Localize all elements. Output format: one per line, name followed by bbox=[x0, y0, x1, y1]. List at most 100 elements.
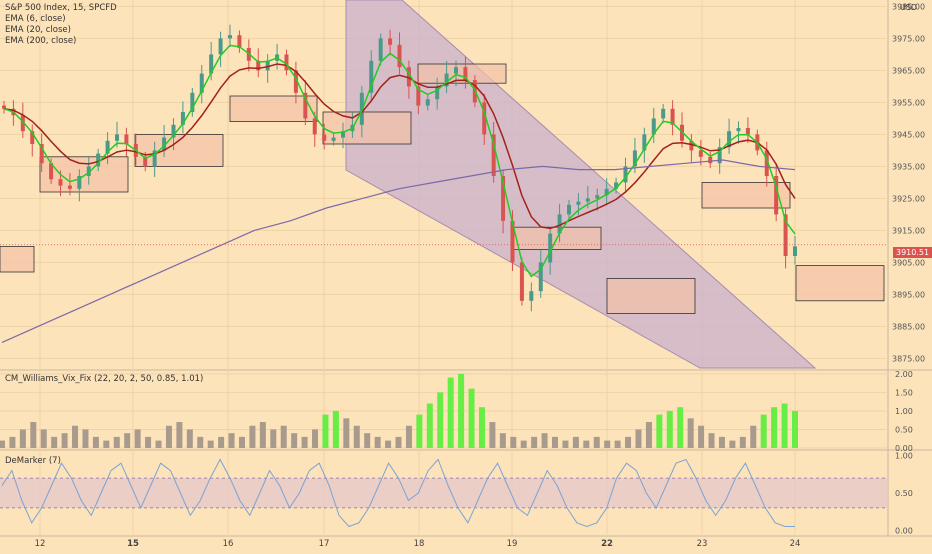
candle-body bbox=[491, 134, 496, 176]
candle-body bbox=[228, 35, 232, 39]
candle-body bbox=[538, 262, 543, 292]
candle-body bbox=[623, 166, 628, 183]
vix-y-tick-label: 2.00 bbox=[895, 370, 913, 379]
candle-body bbox=[30, 131, 35, 144]
candle-body bbox=[115, 134, 119, 141]
demarker-band bbox=[0, 478, 888, 508]
vix-bar bbox=[468, 388, 475, 448]
vix-bar bbox=[635, 429, 642, 448]
vix-bar bbox=[520, 440, 527, 448]
y-tick-label: 3965.00 bbox=[892, 66, 925, 75]
vix-bar bbox=[145, 436, 152, 448]
vix-bar bbox=[677, 407, 684, 448]
supply-demand-zone bbox=[417, 63, 507, 84]
vix-bar bbox=[771, 407, 778, 448]
vix-bar bbox=[270, 429, 277, 448]
demarker-pane-label: DeMarker (7) bbox=[5, 456, 61, 466]
candle-body bbox=[406, 67, 411, 87]
vix-pane-label: CM_Williams_Vix_Fix (22, 20, 2, 50, 0.85… bbox=[5, 374, 204, 384]
vix-bar bbox=[656, 414, 663, 448]
candle-body bbox=[670, 108, 675, 125]
x-tick-label: 15 bbox=[127, 539, 139, 549]
vix-bar bbox=[92, 436, 99, 448]
supply-demand-zone bbox=[39, 156, 129, 193]
vix-bar bbox=[489, 422, 496, 448]
ema20-label: EMA (20, close) bbox=[5, 25, 71, 35]
vix-bar bbox=[792, 410, 798, 448]
vix-bar bbox=[562, 440, 569, 448]
vix-bar bbox=[30, 422, 37, 448]
vix-bar bbox=[708, 433, 715, 448]
candle-body bbox=[256, 60, 261, 71]
candle-body bbox=[77, 176, 82, 189]
vix-bar bbox=[343, 418, 350, 448]
candle-body bbox=[293, 70, 298, 93]
vix-y-tick-label: 0.50 bbox=[895, 425, 913, 434]
candle-body bbox=[237, 35, 242, 48]
candle-body bbox=[143, 156, 148, 167]
demarker-y-tick-label: 1.00 bbox=[895, 452, 913, 461]
vix-bar bbox=[729, 440, 736, 448]
candle-body bbox=[124, 134, 129, 144]
vix-bar bbox=[583, 440, 590, 448]
vix-bar bbox=[405, 425, 412, 448]
vix-bar bbox=[510, 436, 517, 448]
vix-bar bbox=[353, 425, 360, 448]
vix-bar bbox=[124, 433, 131, 448]
currency-label: USD bbox=[900, 3, 918, 12]
candle-body bbox=[2, 105, 6, 109]
vix-bar bbox=[197, 436, 204, 448]
x-tick-label: 12 bbox=[35, 539, 46, 549]
vix-bar bbox=[155, 440, 162, 448]
candle-body bbox=[322, 134, 327, 141]
vix-bar bbox=[312, 429, 319, 448]
vix-bar bbox=[134, 429, 141, 448]
vix-y-tick-label: 0.00 bbox=[895, 444, 913, 453]
ema20-line bbox=[3, 63, 796, 230]
candle-body bbox=[209, 54, 214, 74]
vix-bar bbox=[72, 425, 79, 448]
vix-bar bbox=[176, 422, 183, 448]
candle-body bbox=[567, 204, 571, 215]
vix-bar bbox=[259, 422, 266, 448]
candle-body bbox=[557, 214, 562, 234]
candle-body bbox=[265, 60, 270, 71]
candle-body bbox=[548, 233, 553, 263]
vix-bar bbox=[103, 440, 110, 448]
vix-bar bbox=[385, 440, 392, 448]
vix-bar bbox=[552, 436, 559, 448]
candle-body bbox=[642, 134, 647, 151]
y-tick-label: 3955.00 bbox=[892, 98, 925, 107]
candle-body bbox=[519, 262, 524, 301]
ema6-line bbox=[3, 44, 796, 278]
x-tick-label: 23 bbox=[697, 539, 708, 549]
ema6-label: EMA (6, close) bbox=[5, 14, 66, 24]
vix-bar bbox=[82, 429, 89, 448]
vix-bar bbox=[781, 403, 788, 448]
candle-body bbox=[717, 147, 722, 164]
candle-body bbox=[49, 163, 54, 180]
vix-bar bbox=[228, 433, 235, 448]
vix-bar bbox=[604, 440, 611, 448]
candle-body bbox=[369, 60, 374, 93]
vix-bar bbox=[301, 436, 308, 448]
candle-body bbox=[341, 131, 345, 138]
candle-body bbox=[708, 156, 713, 164]
demarker-y-tick-label: 0.00 bbox=[895, 526, 913, 535]
candle-body bbox=[689, 140, 694, 151]
supply-demand-zone bbox=[0, 245, 35, 273]
y-tick-label: 3895.00 bbox=[892, 290, 925, 299]
vix-bar bbox=[186, 429, 193, 448]
candle-body bbox=[378, 38, 383, 61]
x-tick-label: 17 bbox=[319, 539, 330, 549]
vix-bar bbox=[499, 433, 506, 448]
vix-bar bbox=[698, 425, 705, 448]
supply-demand-zone bbox=[322, 111, 412, 145]
vix-bar bbox=[9, 436, 16, 448]
candle-body bbox=[331, 137, 336, 141]
vix-bar bbox=[750, 425, 757, 448]
vix-bar bbox=[19, 429, 26, 448]
ema200-label: EMA (200, close) bbox=[5, 36, 77, 46]
